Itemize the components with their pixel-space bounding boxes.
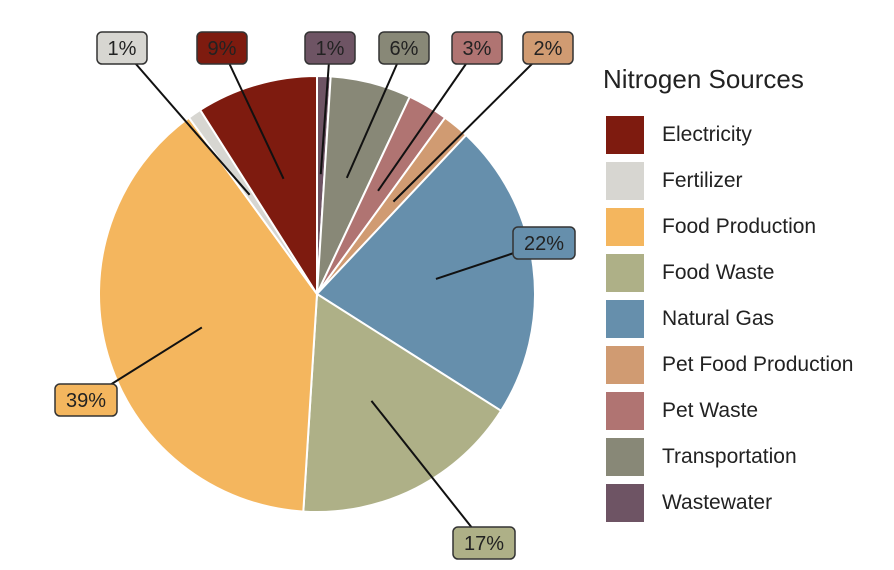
legend-label: Pet Food Production (662, 353, 854, 376)
leader-line-transportation (345, 47, 405, 179)
slice-natural-gas (315, 133, 536, 413)
legend-swatch (606, 116, 644, 154)
label-box-pet-food-production (522, 31, 574, 65)
label-box-wastewater (304, 31, 356, 65)
legend-label: Natural Gas (662, 307, 775, 330)
legend: Electricity Fertilizer Food Production Food… (606, 112, 853, 526)
leader-line-wastewater (319, 47, 331, 175)
data-label-pet-food-production: 2% (534, 38, 563, 60)
data-label-transportation: 6% (390, 38, 419, 60)
legend-title: Nitrogen Sources (603, 64, 804, 94)
legend-label: Transportation (662, 445, 797, 468)
legend-item-pet-food-production: Pet Food Production (606, 342, 853, 388)
label-box-food-waste (452, 526, 516, 560)
data-label-electricity: 9% (208, 38, 237, 60)
data-label-food-waste: 17% (464, 533, 504, 555)
legend-item-pet-waste: Pet Waste (606, 388, 853, 434)
legend-label: Electricity (662, 123, 752, 146)
label-box-food-production (54, 383, 118, 417)
slice-electricity (198, 74, 318, 298)
legend-item-electricity: Electricity (606, 112, 853, 158)
legend-swatch (606, 346, 644, 384)
legend-swatch (606, 392, 644, 430)
leader-line-food-waste (370, 400, 485, 544)
data-label-wastewater: 1% (316, 38, 345, 60)
leader-line-fertilizer (121, 47, 251, 196)
legend-label: Food Production (662, 215, 817, 238)
legend-swatch (606, 300, 644, 338)
slice-food-production (98, 116, 319, 513)
pie-chart: 1% 6% 3% 2% 22% 17% 39% 1% 9% (54, 31, 576, 560)
legend-item-natural-gas: Natural Gas (606, 296, 853, 342)
legend-item-transportation: Transportation (606, 434, 853, 480)
label-box-natural-gas (512, 226, 576, 260)
legend-swatch (606, 208, 644, 246)
label-box-transportation (378, 31, 430, 65)
legend-label: Pet Waste (662, 399, 759, 422)
leader-line-electricity (221, 47, 285, 180)
legend-label: Food Waste (662, 261, 775, 284)
legend-label: Fertilizer (662, 169, 743, 192)
legend-swatch (606, 162, 644, 200)
label-box-fertilizer (96, 31, 148, 65)
legend-item-food-waste: Food Waste (606, 250, 853, 296)
legend-item-food-production: Food Production (606, 204, 853, 250)
leader-line-pet-food-production (392, 47, 549, 203)
slice-food-waste (302, 292, 503, 513)
leader-line-pet-waste (377, 47, 478, 192)
legend-item-wastewater: Wastewater (606, 480, 853, 526)
legend-item-fertilizer: Fertilizer (606, 158, 853, 204)
legend-swatch (606, 438, 644, 476)
data-label-fertilizer: 1% (108, 38, 137, 60)
data-label-pet-waste: 3% (463, 38, 492, 60)
label-box-electricity (196, 31, 248, 65)
legend-label: Wastewater (662, 491, 773, 514)
legend-swatch (606, 484, 644, 522)
data-label-natural-gas: 22% (524, 233, 564, 255)
legend-swatch (606, 254, 644, 292)
data-label-food-production: 39% (66, 390, 106, 412)
label-box-pet-waste (451, 31, 503, 65)
